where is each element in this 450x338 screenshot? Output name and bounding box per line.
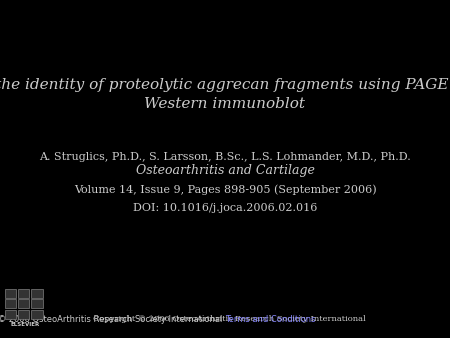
Text: Osteoarthritis and Cartilage: Osteoarthritis and Cartilage <box>135 164 315 177</box>
Text: Copyright © 2006 OsteoArthritis Research Society International: Copyright © 2006 OsteoArthritis Research… <box>0 315 225 324</box>
Text: DOI: 10.1016/j.joca.2006.02.016: DOI: 10.1016/j.joca.2006.02.016 <box>133 203 317 213</box>
Text: Volume 14, Issue 9, Pages 898-905 (September 2006): Volume 14, Issue 9, Pages 898-905 (Septe… <box>74 184 376 195</box>
Bar <box>18 310 29 318</box>
Bar <box>4 289 16 298</box>
Bar <box>31 310 43 318</box>
Text: Copyright © 2006 OsteoArthritis Research Society International: Copyright © 2006 OsteoArthritis Research… <box>94 315 369 323</box>
Bar <box>18 299 29 308</box>
Bar <box>31 299 43 308</box>
Bar <box>31 289 43 298</box>
Text: Estimation of the identity of proteolytic aggrecan fragments using PAGE migratio: Estimation of the identity of proteolyti… <box>0 78 450 112</box>
Text: ELSEVIER: ELSEVIER <box>10 322 40 327</box>
Bar <box>4 310 16 318</box>
Text: Terms and Conditions: Terms and Conditions <box>225 315 315 324</box>
Text: A. Struglics, Ph.D., S. Larsson, B.Sc., L.S. Lohmander, M.D., Ph.D.: A. Struglics, Ph.D., S. Larsson, B.Sc., … <box>39 152 411 162</box>
Bar <box>18 289 29 298</box>
Text: Copyright © 2006 OsteoArthritis Research Society International Terms and Conditi: Copyright © 2006 OsteoArthritis Research… <box>41 315 409 323</box>
Bar <box>4 299 16 308</box>
